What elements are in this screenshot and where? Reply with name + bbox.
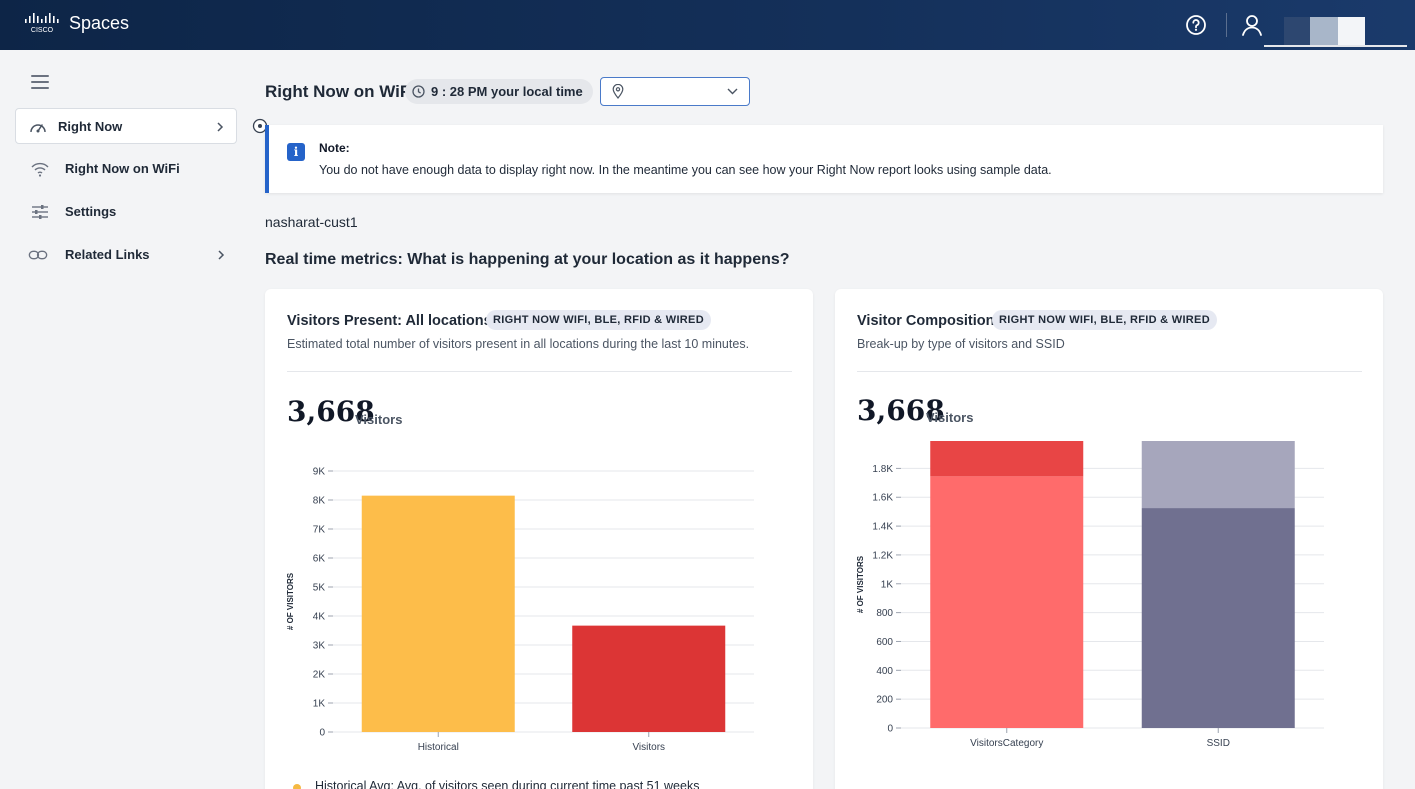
tenant-name: nasharat-cust1	[265, 214, 358, 230]
y-tick-label: 1.6K	[872, 493, 893, 504]
visitor-count: 3,668	[287, 395, 375, 428]
y-tick-label: 4K	[313, 612, 326, 623]
y-tick-label: 8K	[313, 496, 326, 507]
stacked-bar-segment	[1141, 441, 1295, 509]
account-switcher[interactable]	[1264, 17, 1407, 47]
location-pin-icon	[612, 84, 624, 99]
visitors-present-card: Visitors Present: All locations RIGHT NO…	[265, 289, 813, 789]
x-tick-label: SSID	[1207, 738, 1230, 749]
local-time-text: 9 : 28 PM your local time	[431, 84, 583, 99]
stacked-bar-segment	[1141, 508, 1295, 728]
source-badge: RIGHT NOW WIFI, BLE, RFID & WIRED	[486, 310, 711, 330]
sidebar-item-right-now-wifi[interactable]: Right Now on WiFi	[15, 151, 237, 187]
sidebar-item-label: Settings	[65, 204, 117, 219]
x-tick-label: VisitorsCategory	[970, 738, 1043, 749]
sidebar-item-right-now[interactable]: Right Now	[15, 108, 237, 144]
visitor-composition-card: Visitor Composition RIGHT NOW WIFI, BLE,…	[835, 289, 1383, 789]
note-body: You do not have enough data to display r…	[319, 163, 1052, 177]
y-tick-label: 7K	[313, 525, 326, 536]
y-tick-label: 1.8K	[872, 464, 893, 475]
sliders-icon	[32, 205, 48, 219]
sidebar-item-settings[interactable]: Settings	[15, 194, 237, 230]
note-title: Note:	[319, 141, 350, 155]
local-time-badge: 9 : 28 PM your local time	[405, 79, 593, 104]
card-subtitle: Break-up by type of visitors and SSID	[857, 337, 1065, 351]
y-tick-label: 1.4K	[872, 522, 893, 533]
composition-stacked-bar-chart: 0 200 400 600 800 1K 1.2K 1.4K 1.6K 1.8K # OF VISI…	[856, 441, 1324, 749]
sample-data-note: i Note: You do not have enough data to d…	[265, 125, 1383, 193]
location-dropdown[interactable]	[600, 77, 750, 106]
top-divider	[1226, 13, 1227, 37]
y-tick-label: 5K	[313, 583, 326, 594]
visitor-count-unit: Visitors	[926, 410, 974, 425]
legend-text: Historical Avg: Avg. of visitors seen du…	[315, 779, 700, 789]
chevron-down-icon	[727, 88, 738, 95]
sidebar	[0, 50, 238, 789]
visitor-count: 3,668	[857, 394, 945, 427]
y-tick-label: 800	[876, 608, 893, 619]
app-name: Spaces	[69, 13, 130, 33]
source-badge: RIGHT NOW WIFI, BLE, RFID & WIRED	[992, 310, 1217, 330]
wifi-icon	[31, 162, 49, 177]
y-tick-label: 0	[319, 728, 325, 739]
visitors-bar-chart: 0 1K 2K 3K 4K 5K 6K 7K 8K 9K # OF VISITORS Historic…	[286, 467, 754, 753]
bar	[361, 495, 515, 732]
sidebar-item-related-links[interactable]: Related Links	[15, 237, 237, 273]
y-tick-label: 0	[887, 724, 893, 735]
section-title: Real time metrics: What is happening at …	[265, 251, 790, 268]
sidebar-item-label: Related Links	[65, 247, 150, 262]
card-subtitle: Estimated total number of visitors prese…	[287, 337, 750, 351]
y-tick-label: 600	[876, 637, 893, 648]
sidebar-item-label: Right Now	[58, 119, 123, 134]
chevron-right-icon	[217, 122, 224, 132]
y-tick-label: 1K	[313, 699, 326, 710]
y-axis-label: # OF VISITORS	[286, 572, 295, 630]
visitor-count-unit: Visitors	[355, 412, 403, 427]
page-title: Right Now on WiFi	[265, 82, 415, 101]
y-axis-label: # OF VISITORS	[856, 555, 865, 613]
user-icon[interactable]	[1240, 13, 1264, 37]
cisco-logo-icon: CISCO	[25, 13, 59, 34]
stacked-bar-segment	[930, 441, 1084, 477]
menu-toggle-icon[interactable]	[31, 75, 49, 89]
svg-text:CISCO: CISCO	[31, 27, 54, 34]
y-tick-label: 400	[876, 666, 893, 677]
x-tick-label: Visitors	[632, 742, 665, 753]
info-icon: i	[287, 143, 305, 161]
y-tick-label: 6K	[313, 554, 326, 565]
x-tick-label: Historical	[418, 742, 459, 753]
card-title: Visitor Composition	[857, 313, 995, 329]
bar	[572, 625, 726, 732]
y-tick-label: 1.2K	[872, 550, 893, 561]
clock-icon	[412, 85, 425, 98]
y-tick-label: 1K	[881, 579, 894, 590]
legend-marker	[293, 784, 301, 789]
y-tick-label: 200	[876, 695, 893, 706]
y-tick-label: 3K	[313, 641, 326, 652]
y-tick-label: 9K	[313, 467, 326, 478]
card-title: Visitors Present: All locations	[287, 313, 492, 329]
link-icon	[28, 250, 48, 260]
chevron-right-icon	[218, 250, 225, 260]
help-icon[interactable]	[1185, 14, 1207, 36]
sidebar-item-label: Right Now on WiFi	[65, 161, 180, 176]
stacked-bar-segment	[930, 476, 1084, 728]
gauge-icon	[30, 124, 46, 133]
top-bar: CISCO Spaces	[0, 0, 1415, 50]
y-tick-label: 2K	[313, 670, 326, 681]
